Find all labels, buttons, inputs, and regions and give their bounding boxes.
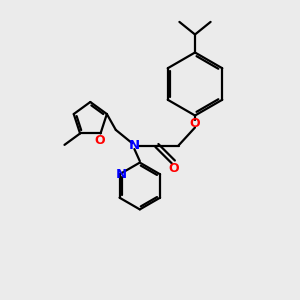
Text: N: N <box>116 168 127 181</box>
Text: O: O <box>190 117 200 130</box>
Text: O: O <box>169 162 179 175</box>
Text: O: O <box>94 134 105 147</box>
Text: N: N <box>129 139 140 152</box>
